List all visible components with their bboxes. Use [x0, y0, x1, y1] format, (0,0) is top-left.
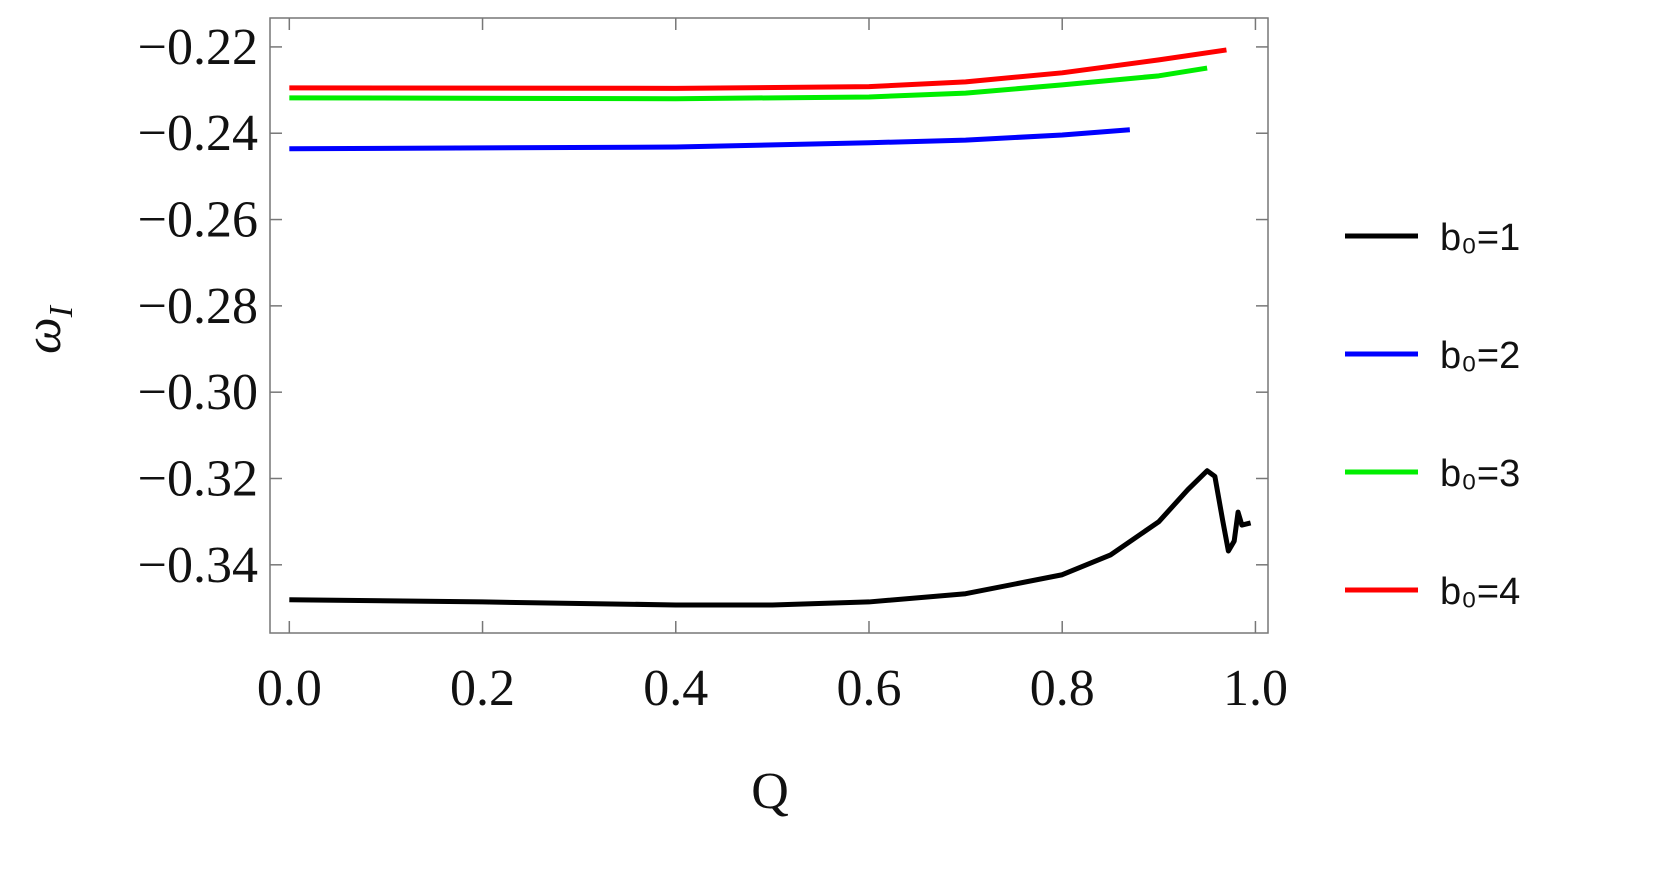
series-line	[289, 468, 1252, 608]
series-line	[289, 65, 1208, 102]
x-tick-label: 0.2	[450, 660, 515, 717]
legend-label: b₀=2	[1440, 335, 1520, 377]
legend-label: b₀=3	[1440, 453, 1520, 495]
y-tick-label: −0.26	[138, 192, 258, 249]
y-tick-label: −0.30	[138, 364, 258, 421]
x-tick-label: 0.4	[643, 660, 708, 717]
y-tick-label: −0.28	[138, 278, 258, 335]
x-tick-label: 0.6	[836, 660, 901, 717]
x-axis-label: Q	[751, 763, 789, 820]
legend-label: b₀=4	[1440, 571, 1520, 613]
legend-label: b₀=1	[1440, 217, 1520, 259]
y-axis-symbol: ω	[15, 317, 72, 354]
series-line	[289, 127, 1131, 152]
x-tick-label: 0.0	[257, 660, 322, 717]
x-tick-label: 1.0	[1223, 660, 1288, 717]
y-axis-label: ωI	[15, 304, 80, 354]
y-axis-label-group: ωI	[15, 304, 80, 354]
y-axis-subscript: I	[43, 304, 80, 318]
plot-frame	[269, 17, 1269, 634]
y-tick-label: −0.24	[138, 105, 258, 162]
y-tick-label: −0.34	[138, 537, 258, 594]
series-line	[289, 47, 1227, 91]
x-tick-label: 0.8	[1030, 660, 1095, 717]
y-tick-label: −0.32	[138, 450, 258, 507]
y-tick-label: −0.22	[138, 19, 258, 76]
